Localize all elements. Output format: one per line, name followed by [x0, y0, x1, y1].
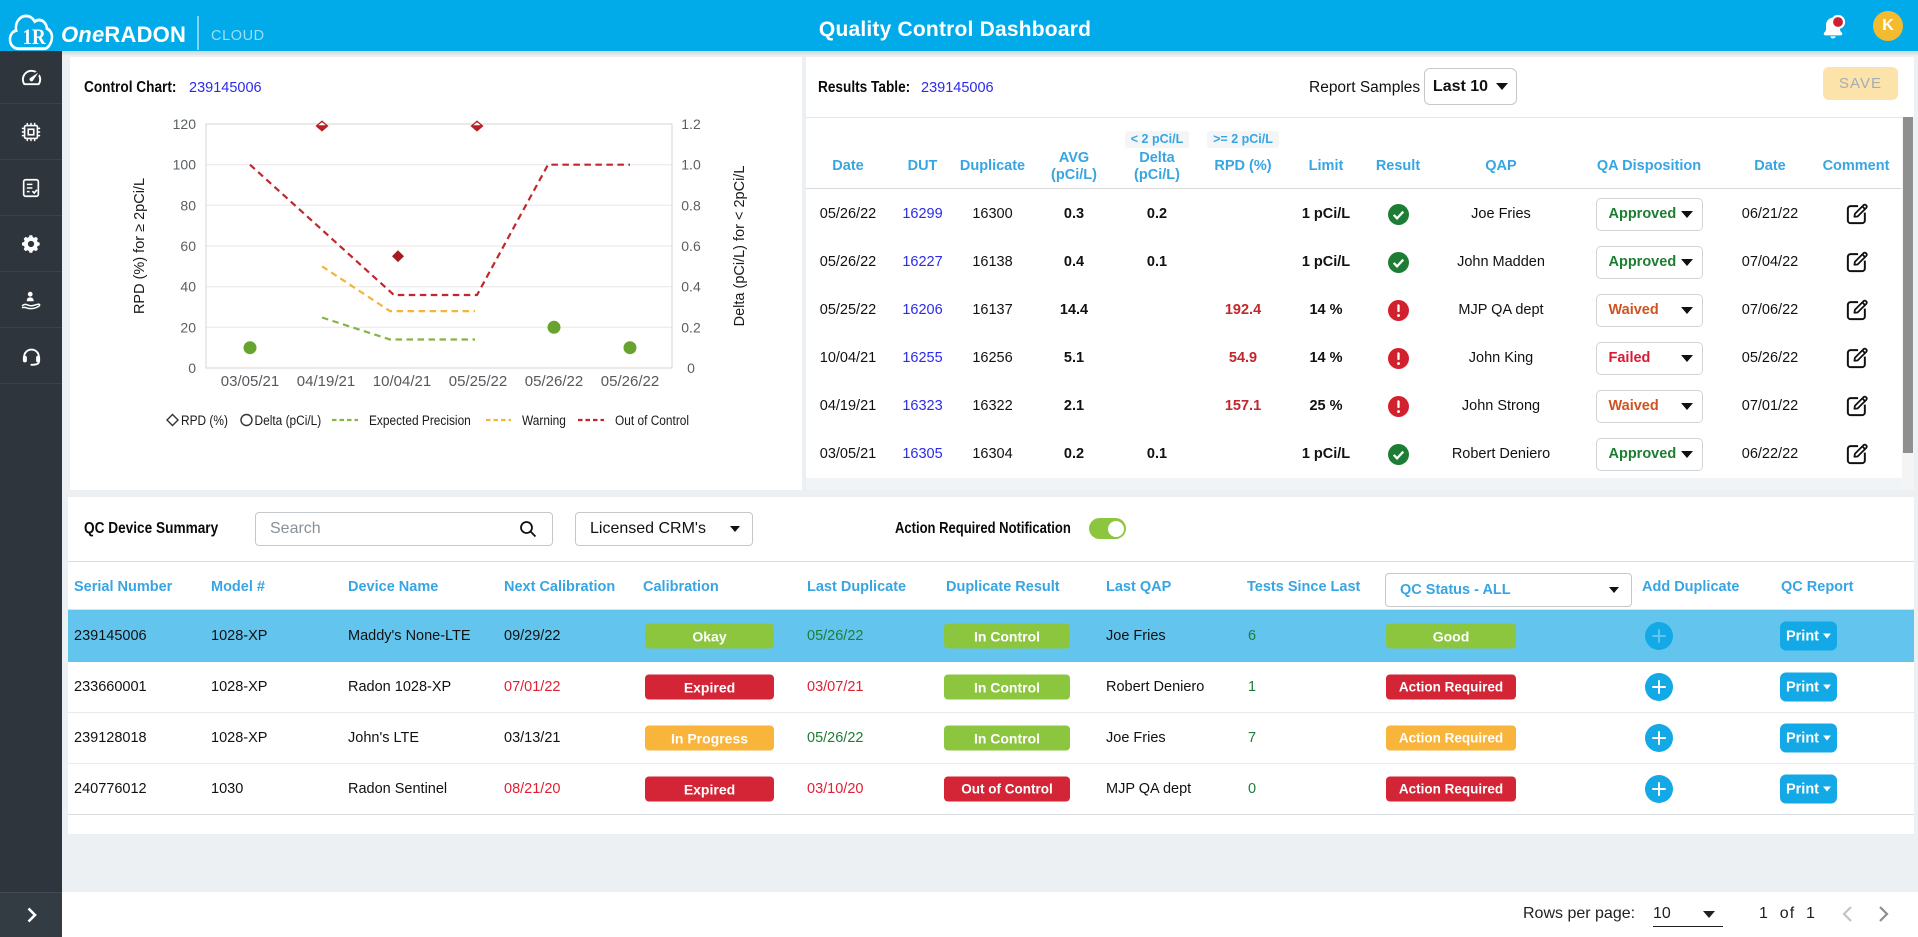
svg-text:0.2: 0.2	[681, 319, 701, 335]
svg-text:80: 80	[180, 197, 196, 213]
svg-text:0: 0	[188, 360, 196, 376]
svg-text:60: 60	[180, 238, 196, 254]
svg-text:Warning: Warning	[522, 412, 566, 428]
svg-text:40: 40	[180, 279, 196, 295]
svg-text:Delta (pCi/L): Delta (pCi/L)	[255, 412, 322, 428]
svg-text:05/26/22: 05/26/22	[601, 373, 659, 390]
svg-text:0.8: 0.8	[681, 197, 701, 213]
svg-text:0.6: 0.6	[681, 238, 701, 254]
svg-text:RPD (%): RPD (%)	[181, 412, 228, 428]
svg-text:100: 100	[173, 157, 197, 173]
svg-text:120: 120	[173, 116, 197, 132]
svg-text:Out of Control: Out of Control	[615, 412, 689, 428]
svg-text:Expected Precision: Expected Precision	[369, 412, 471, 428]
svg-text:05/25/22: 05/25/22	[449, 373, 507, 390]
svg-text:0: 0	[687, 360, 695, 376]
svg-text:0.4: 0.4	[681, 279, 701, 295]
svg-text:05/26/22: 05/26/22	[525, 373, 583, 390]
svg-text:RPD (%) for ≥ 2pCi/L: RPD (%) for ≥ 2pCi/L	[132, 178, 148, 314]
svg-text:1R: 1R	[23, 26, 47, 50]
svg-text:1.0: 1.0	[681, 157, 701, 173]
svg-text:Delta (pCi/L) for < 2pCi/L: Delta (pCi/L) for < 2pCi/L	[732, 166, 748, 327]
svg-text:10/04/21: 10/04/21	[373, 373, 431, 390]
svg-text:20: 20	[180, 319, 196, 335]
svg-text:03/05/21: 03/05/21	[221, 373, 279, 390]
svg-text:1.2: 1.2	[681, 116, 701, 132]
svg-text:04/19/21: 04/19/21	[297, 373, 355, 390]
